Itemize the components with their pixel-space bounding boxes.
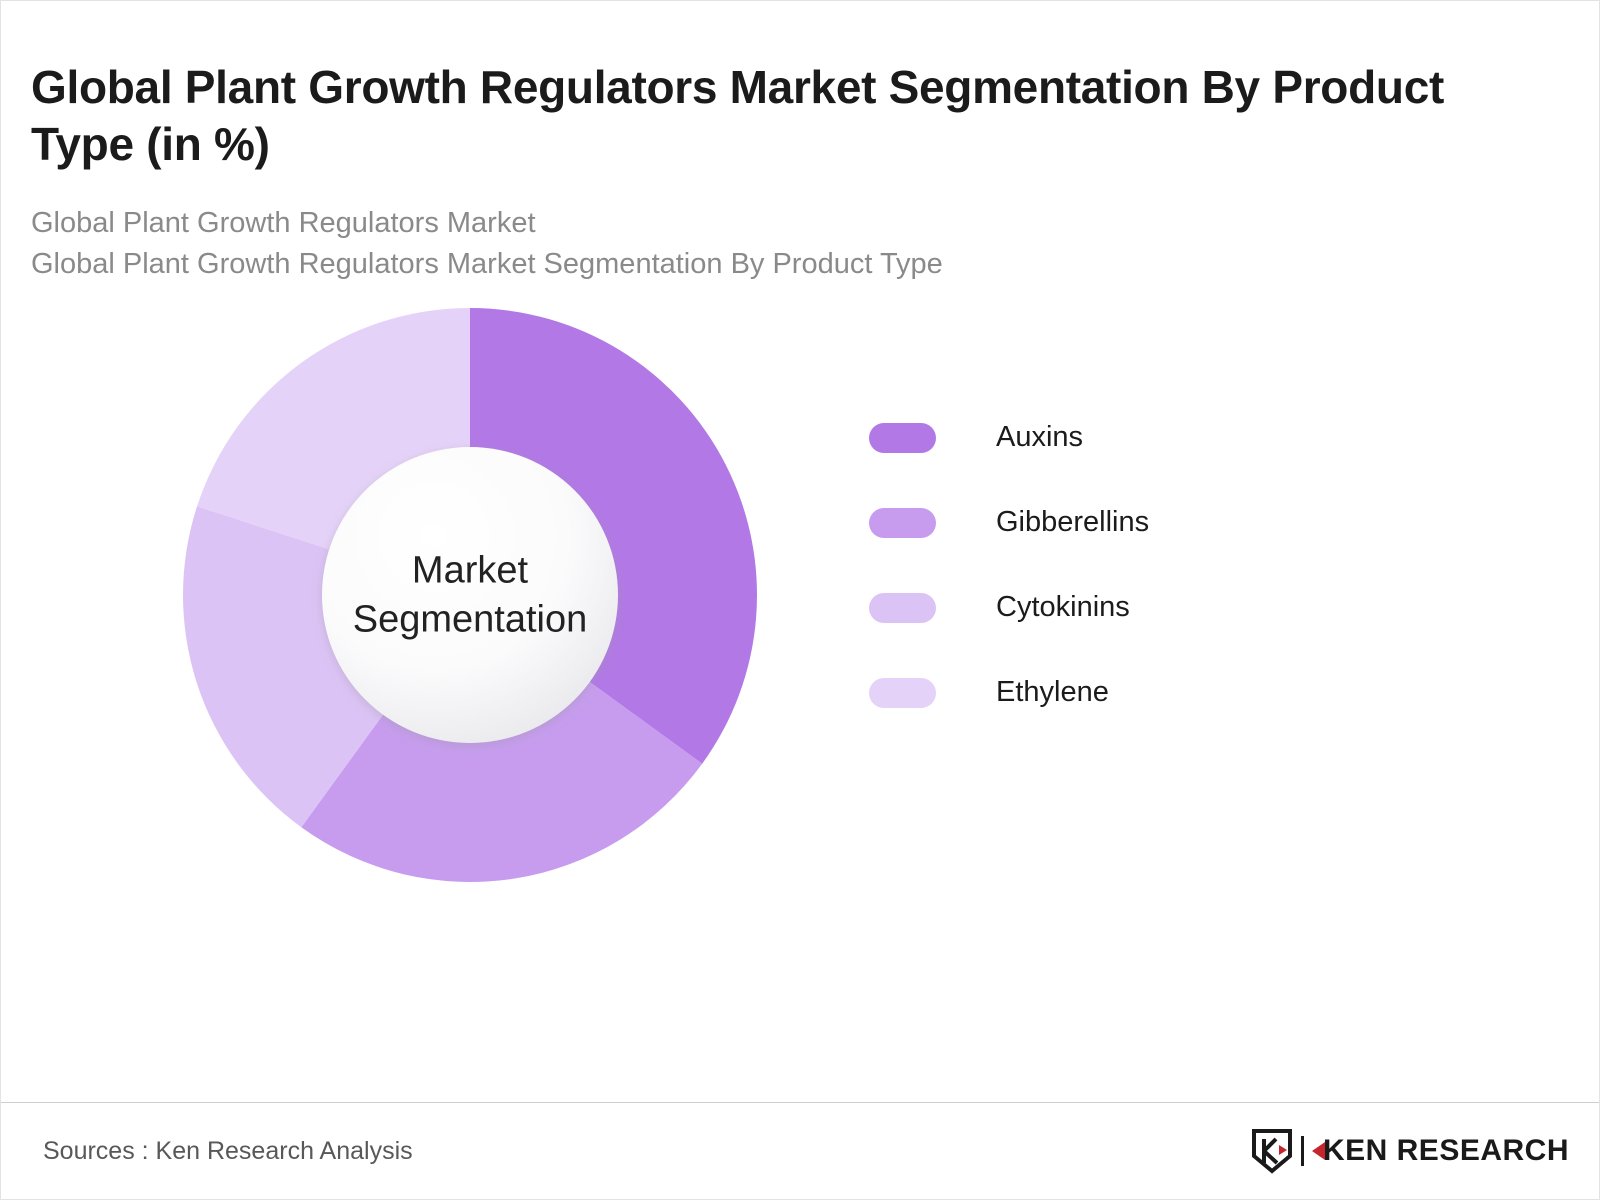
donut-chart: Market Segmentation xyxy=(176,301,764,889)
legend-item-gibberellins[interactable]: Gibberellins xyxy=(869,480,1329,565)
legend-label: Gibberellins xyxy=(996,506,1150,539)
chart-subtitle-secondary: Global Plant Growth Regulators Market Se… xyxy=(31,248,943,281)
chart-footer: Sources : Ken Research Analysis KEN RESE… xyxy=(1,1103,1599,1199)
page-title: Global Plant Growth Regulators Market Se… xyxy=(31,61,1445,171)
ken-research-logo: KEN RESEARCH xyxy=(1251,1128,1569,1174)
chart-header: Global Plant Growth Regulators Market Se… xyxy=(1,1,1599,285)
logo-wordmark: KEN RESEARCH xyxy=(1300,1134,1569,1168)
shield-k-icon xyxy=(1251,1129,1292,1174)
logo-arrow-icon xyxy=(1311,1142,1325,1160)
legend-item-ethylene[interactable]: Ethylene xyxy=(869,650,1329,735)
legend-item-cytokinins[interactable]: Cytokinins xyxy=(869,565,1329,650)
logo-text-label: KEN RESEARCH xyxy=(1322,1134,1569,1167)
donut-slice-auxins[interactable] xyxy=(470,308,757,765)
donut-hole xyxy=(322,447,618,744)
legend-label: Ethylene xyxy=(996,676,1109,709)
chart-legend: Auxins Gibberellins Cytokinins Ethylene xyxy=(869,395,1329,735)
donut-svg xyxy=(183,308,757,883)
chart-subtitle-primary: Global Plant Growth Regulators Market xyxy=(31,207,536,240)
sources-label: Sources : Ken Research Analysis xyxy=(43,1136,413,1165)
legend-label: Cytokinins xyxy=(996,591,1130,624)
legend-swatch-icon xyxy=(869,592,936,623)
subtitle-group: Global Plant Growth Regulators Market Gl… xyxy=(31,203,1599,285)
legend-swatch-icon xyxy=(869,422,936,453)
footer-divider xyxy=(1,1102,1599,1103)
chart-body: Market Segmentation Auxins Gibberellins Cy… xyxy=(1,285,1599,945)
legend-swatch-icon xyxy=(869,507,936,538)
legend-label: Auxins xyxy=(996,421,1084,454)
legend-item-auxins[interactable]: Auxins xyxy=(869,395,1329,480)
logo-divider-bar xyxy=(1300,1136,1304,1166)
legend-swatch-icon xyxy=(869,677,936,708)
